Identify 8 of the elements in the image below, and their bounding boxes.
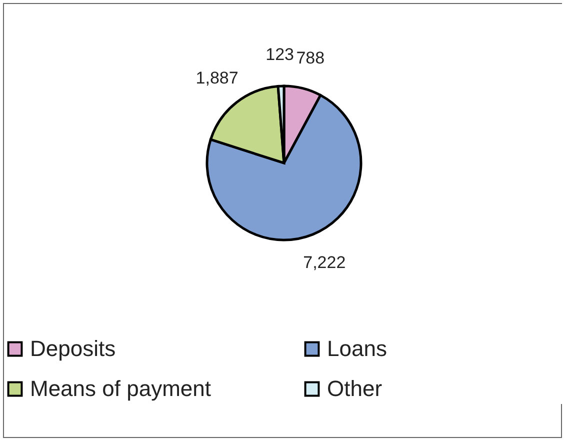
legend-label: Loans [327, 336, 387, 361]
legend-label: Means of payment [30, 376, 211, 401]
legend-label: Deposits [30, 336, 116, 361]
data-label: 1,887 [196, 68, 238, 88]
data-label: 7,222 [303, 253, 346, 272]
legend-label: Other [327, 376, 382, 401]
data-label: 123 [266, 45, 294, 64]
data-label: 788 [296, 48, 325, 68]
